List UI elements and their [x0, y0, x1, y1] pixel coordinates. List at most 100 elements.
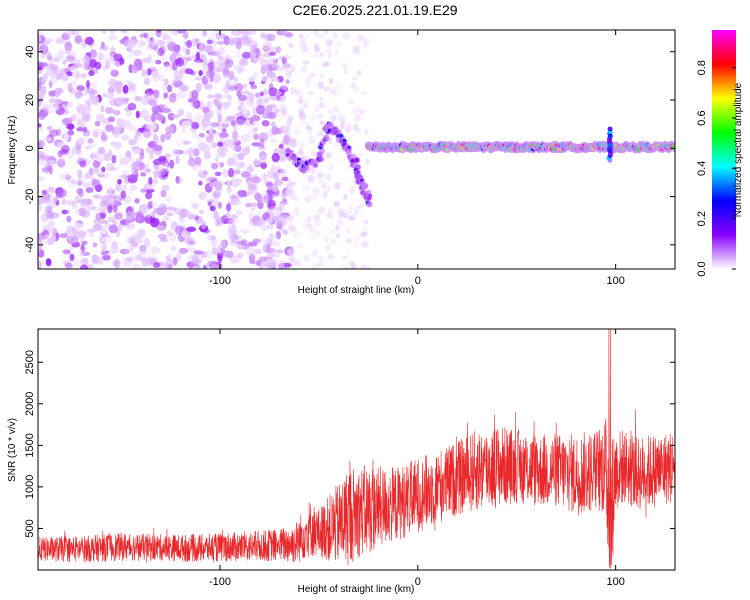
- spectrogram-cell: [204, 71, 210, 81]
- spectrogram-cell: [72, 238, 79, 243]
- spectrogram-cell: [161, 107, 172, 113]
- spectrogram-cell: [357, 152, 363, 158]
- spectrogram-cell: [217, 201, 222, 209]
- spectrogram-cell: [147, 152, 155, 159]
- spectrogram-cell: [283, 54, 291, 60]
- spectrogram-cell: [299, 141, 306, 148]
- spectrogram-cell: [147, 68, 152, 76]
- spectrogram-cell: [159, 104, 166, 109]
- spectrogram-cell: [276, 75, 284, 83]
- spectrogram-cell: [317, 81, 324, 90]
- spectrogram-cell: [263, 51, 269, 59]
- spectrogram-cell: [317, 208, 325, 214]
- spectrogram-cell: [130, 211, 136, 218]
- spectrogram-cell: [152, 133, 158, 142]
- spectrogram-cell: [232, 37, 242, 46]
- spectrogram-cell: [176, 30, 186, 34]
- spectrogram-cell: [278, 147, 288, 155]
- spectrogram-cell: [352, 46, 357, 54]
- spectrogram-cell: [94, 120, 101, 127]
- spectrogram-cell: [165, 196, 172, 203]
- spectrogram-cell: [165, 216, 172, 221]
- spectrogram-cell: [219, 62, 230, 70]
- spectrogram-cell: [313, 218, 318, 226]
- spectrogram-cell: [140, 172, 147, 177]
- spectrogram-cell: [332, 142, 340, 149]
- spectrogram-cell: [100, 104, 105, 113]
- spectrogram-cell: [131, 84, 137, 95]
- spectrogram-cell: [257, 199, 264, 210]
- spectrogram-cell: [314, 229, 320, 238]
- spectrogram-cell: [49, 75, 59, 84]
- colorbar-tick-label: 0.0: [696, 261, 708, 276]
- spectrogram-cell: [258, 132, 269, 142]
- spectrogram-cell: [245, 38, 252, 47]
- spectrogram-cell: [92, 242, 98, 248]
- spectrogram-cell: [366, 201, 373, 208]
- spectrogram-cell: [221, 169, 230, 178]
- spectrogram-cell: [268, 189, 276, 199]
- spectrogram-cell: [55, 37, 63, 45]
- spectrogram-cell: [57, 150, 63, 158]
- spectrogram-cell: [268, 194, 273, 203]
- spectrogram-cell: [76, 104, 87, 115]
- spectrogram-cell: [252, 71, 257, 79]
- spectrogram-cell: [198, 209, 204, 214]
- spectrogram-cell: [361, 37, 370, 44]
- spectrogram-cell: [266, 260, 276, 269]
- colorbar-tick-label: 0.6: [696, 110, 708, 125]
- spectrogram-x-tick-label: 0: [415, 275, 421, 287]
- spectrogram-cell: [108, 224, 118, 234]
- spectrogram-cell: [158, 155, 167, 163]
- spectrogram-cell: [78, 188, 84, 198]
- snr-y-label: SNR (10 * v/v): [7, 418, 18, 482]
- spectrogram-y-tick-label: 20: [24, 94, 36, 106]
- spectrogram-cell: [92, 255, 101, 265]
- spectrogram-cell: [247, 30, 257, 36]
- spectrogram-cell: [285, 147, 291, 154]
- spectrogram-cell: [48, 164, 53, 175]
- spectrogram-cell: [282, 176, 289, 182]
- spectrogram-cell: [50, 64, 59, 72]
- spectrogram-cell: [40, 62, 48, 67]
- spectrogram-cell: [271, 240, 281, 248]
- spectrogram-cell: [333, 48, 339, 57]
- snr-series-line: [38, 329, 675, 569]
- spectrogram-cell: [76, 178, 84, 186]
- spectrogram-cell: [294, 128, 302, 135]
- spectrogram-cell: [250, 206, 256, 212]
- spectrogram-cell: [69, 88, 76, 95]
- spectrogram-y-label: Frequency (Hz): [7, 116, 18, 185]
- spectrogram-cell: [289, 87, 297, 95]
- spectrogram-cell: [305, 126, 313, 131]
- spectrogram-cell: [339, 211, 344, 219]
- spectrogram-cell: [71, 70, 79, 76]
- spectrogram-cell: [327, 207, 333, 215]
- spectrogram-cell: [304, 83, 311, 88]
- spectrogram-cell: [288, 42, 294, 49]
- spectrogram-cell: [71, 200, 76, 206]
- spectrogram-cell: [237, 152, 245, 161]
- spectrogram-cell: [223, 94, 232, 99]
- spectrogram-cell: [76, 230, 87, 238]
- spectrogram-cell: [148, 258, 157, 264]
- spectrogram-cell: [213, 98, 219, 106]
- spectrogram-cell: [130, 253, 138, 263]
- spectrogram-cell: [90, 52, 97, 61]
- spectrogram-cell: [254, 194, 264, 202]
- spectrogram-cell: [157, 47, 165, 57]
- spectrogram-cell: [339, 157, 346, 164]
- spectrogram-cell: [251, 142, 262, 147]
- spectrogram-cell: [112, 219, 118, 226]
- spectrogram-cell: [345, 248, 350, 256]
- spectrogram-cell: [135, 215, 146, 224]
- spectrogram-cell: [271, 64, 277, 69]
- spectrogram-cell: [279, 103, 288, 113]
- spectrogram-cell: [66, 230, 74, 241]
- spectrogram-cell: [211, 73, 222, 84]
- spectrogram-cell: [231, 138, 238, 144]
- spectrogram-cell: [260, 161, 268, 170]
- spectrogram-cell: [271, 183, 278, 193]
- spectrogram-cell: [181, 120, 191, 129]
- spectrogram-cell: [252, 127, 259, 132]
